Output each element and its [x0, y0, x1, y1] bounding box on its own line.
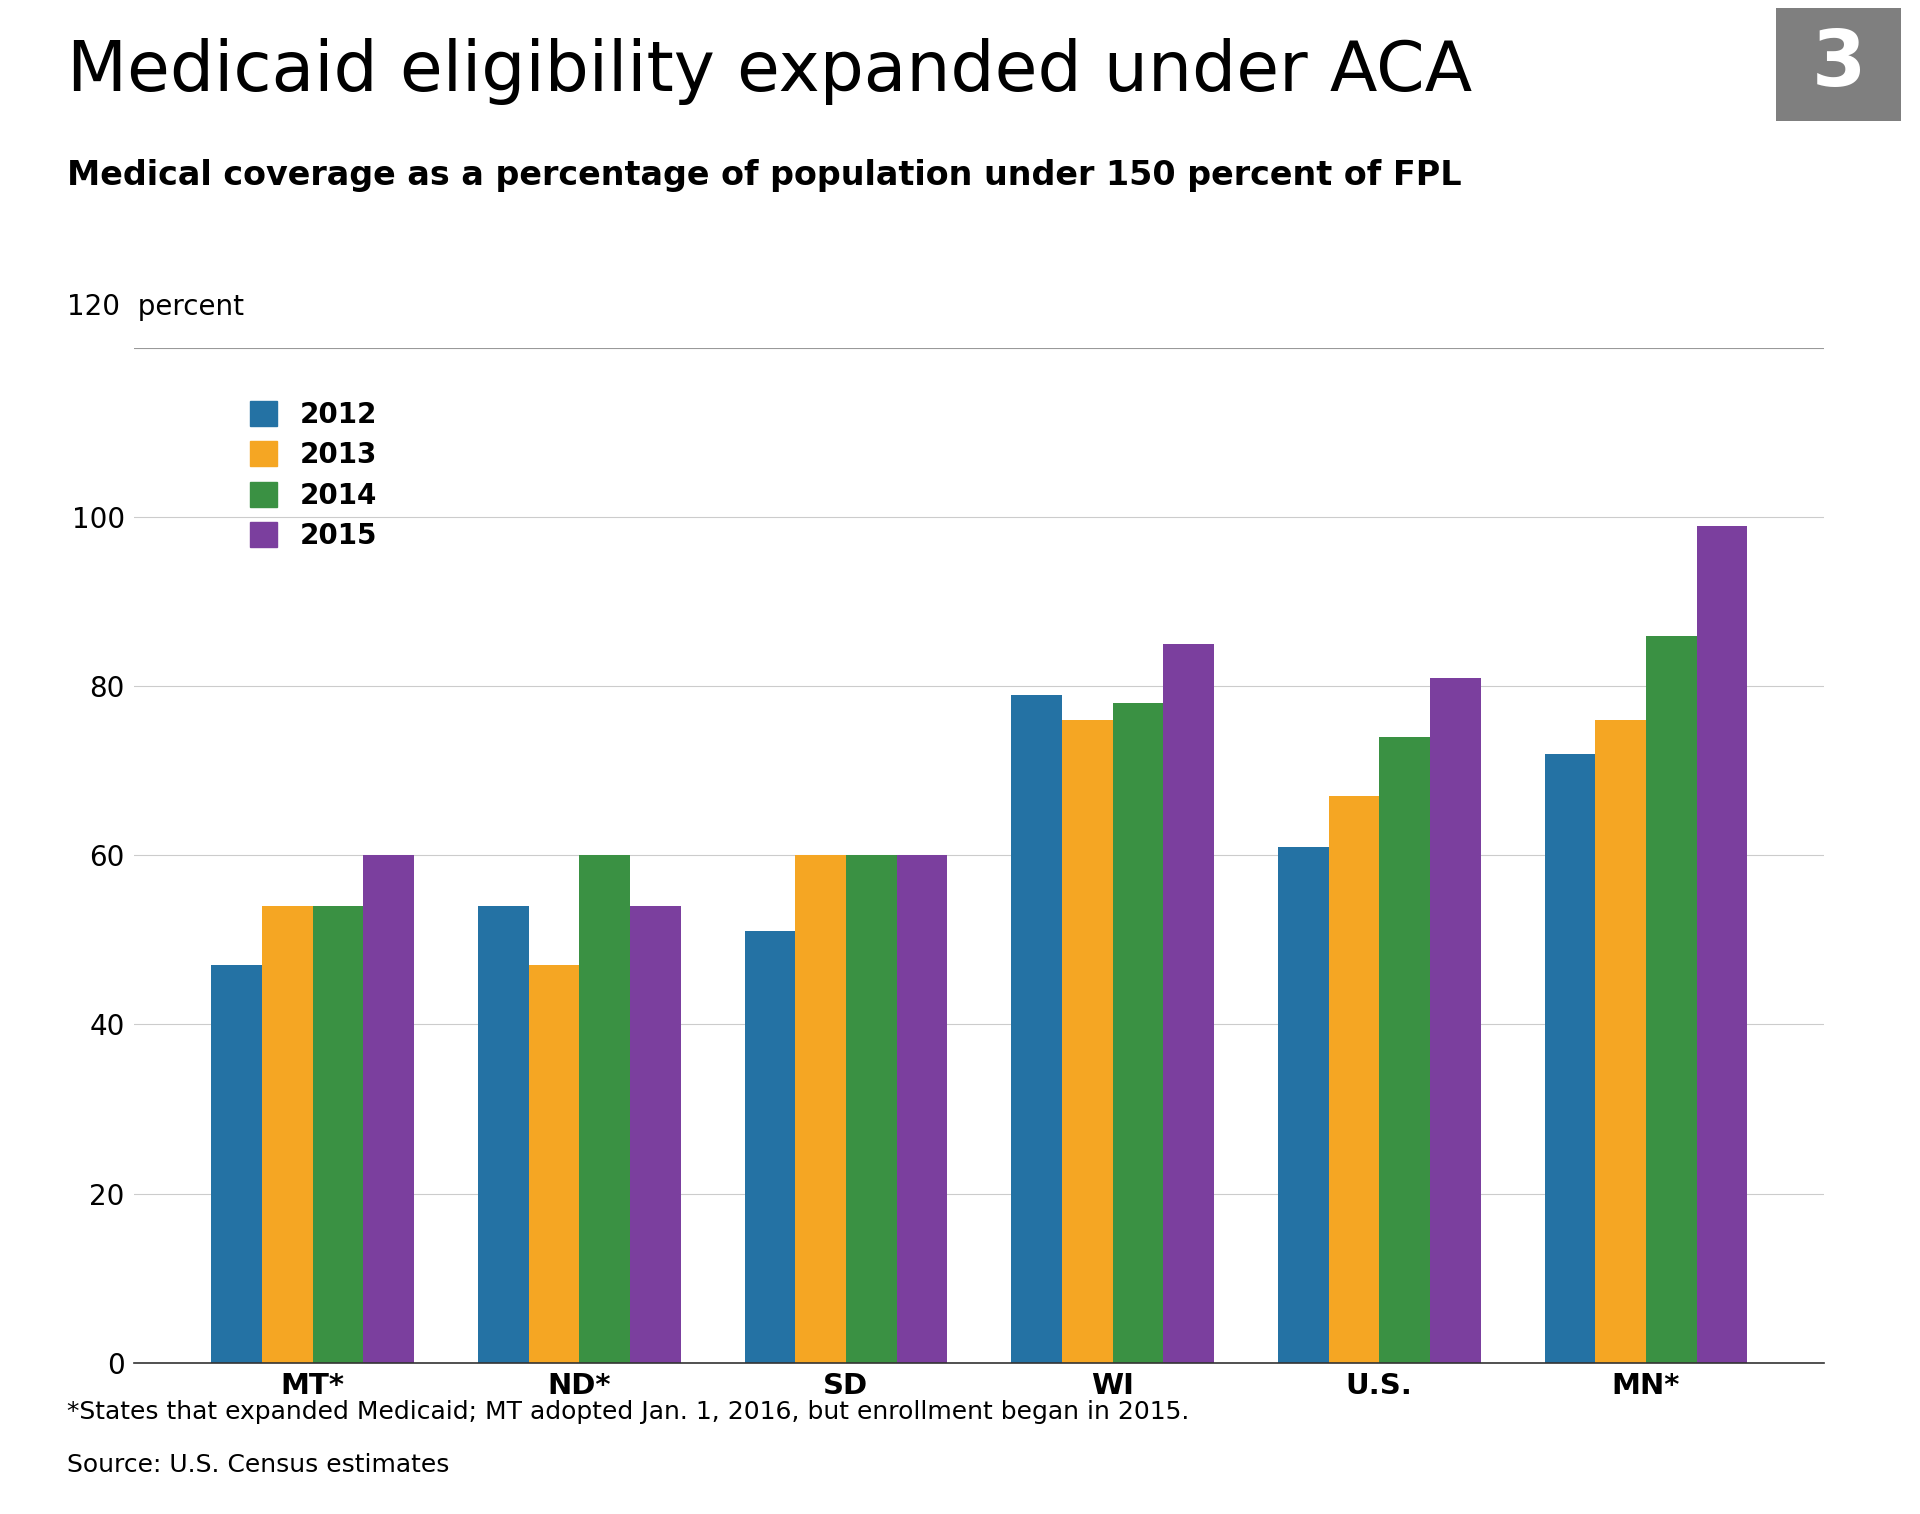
Bar: [1164, 643, 1213, 1363]
Bar: [630, 905, 680, 1363]
Text: Source: U.S. Census estimates: Source: U.S. Census estimates: [67, 1453, 449, 1478]
Bar: [1379, 737, 1430, 1363]
Bar: [1645, 636, 1697, 1363]
Bar: [528, 966, 580, 1363]
Legend: 2012, 2013, 2014, 2015: 2012, 2013, 2014, 2015: [242, 392, 386, 559]
Bar: [745, 931, 795, 1363]
Bar: [211, 966, 261, 1363]
Text: Medicaid eligibility expanded under ACA: Medicaid eligibility expanded under ACA: [67, 38, 1473, 104]
Bar: [261, 905, 313, 1363]
Text: 3: 3: [1811, 26, 1866, 103]
Bar: [1062, 721, 1112, 1363]
Bar: [795, 855, 847, 1363]
Bar: [1596, 721, 1645, 1363]
Bar: [1112, 702, 1164, 1363]
Bar: [897, 855, 947, 1363]
Bar: [1279, 846, 1329, 1363]
Bar: [1430, 678, 1480, 1363]
Bar: [1697, 525, 1747, 1363]
Bar: [1012, 695, 1062, 1363]
Text: *States that expanded Medicaid; MT adopted Jan. 1, 2016, but enrollment began in: *States that expanded Medicaid; MT adopt…: [67, 1400, 1190, 1425]
Bar: [478, 905, 528, 1363]
Text: Medical coverage as a percentage of population under 150 percent of FPL: Medical coverage as a percentage of popu…: [67, 159, 1461, 192]
Bar: [1329, 796, 1379, 1363]
Bar: [363, 855, 415, 1363]
Bar: [1544, 754, 1596, 1363]
Bar: [313, 905, 363, 1363]
Text: 120  percent: 120 percent: [67, 294, 244, 321]
Bar: [580, 855, 630, 1363]
Bar: [847, 855, 897, 1363]
